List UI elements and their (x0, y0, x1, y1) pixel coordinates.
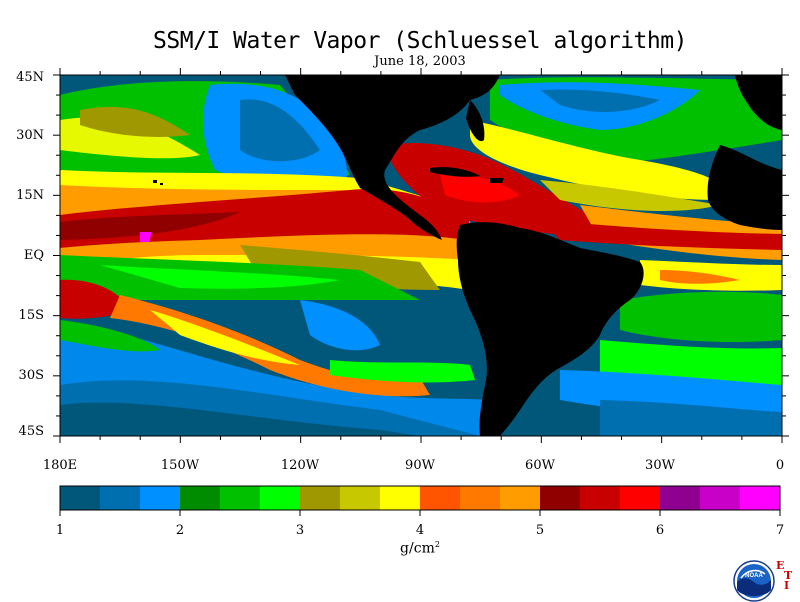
colorbar (60, 486, 781, 510)
colorbar-swatch (700, 486, 741, 510)
colorbar-swatch (380, 486, 421, 510)
map-plot-area (60, 75, 782, 436)
colorbar-swatch (300, 486, 341, 510)
colorbar-ticks (59, 510, 781, 516)
colorbar-swatch (260, 486, 301, 510)
colorbar-label-4: 4 (415, 523, 425, 538)
axis-ticks (53, 68, 789, 443)
eti-logo: E T I (776, 559, 793, 592)
colorbar-swatch (220, 486, 261, 510)
x-label-150w: 150W (160, 458, 200, 473)
x-label-30w: 30W (645, 458, 675, 473)
eti-letter-t: T (784, 569, 793, 582)
colorbar-swatch (60, 486, 101, 510)
colorbar-label-6: 6 (655, 523, 665, 538)
colorbar-label-7: 7 (775, 523, 785, 538)
colorbar-swatch (420, 486, 461, 510)
noaa-logo-icon[interactable]: NOAA (733, 560, 775, 602)
colorbar-swatch (500, 486, 541, 510)
colorbar-swatch (620, 486, 661, 510)
colorbar-swatch (580, 486, 621, 510)
colorbar-label-5: 5 (535, 523, 545, 538)
colorbar-label-2: 2 (175, 523, 185, 538)
colorbar-swatch (660, 486, 701, 510)
x-label-60w: 60W (525, 458, 555, 473)
land-south-america (456, 222, 644, 436)
x-label-180e: 180E (42, 458, 78, 473)
land-florida (466, 100, 485, 142)
vapor-band-red-spcz (60, 279, 130, 319)
colorbar-units: g/cm2 (400, 540, 440, 557)
map-date: June 18, 2003 (374, 54, 466, 69)
land-cuba (430, 167, 480, 177)
y-label-45s: 45S (18, 424, 44, 439)
colorbar-swatch (100, 486, 141, 510)
colorbar-label-1: 1 (55, 523, 65, 538)
colorbar-swatch (340, 486, 381, 510)
land-hawaii (153, 180, 163, 185)
vapor-band-red-atlantic-itcz (540, 220, 782, 250)
x-label-90w: 90W (405, 458, 435, 473)
y-label-30n: 30N (16, 128, 44, 143)
colorbar-swatch (740, 486, 781, 510)
y-label-30s: 30S (18, 368, 44, 383)
y-label-15n: 15N (16, 188, 44, 203)
vapor-band-red-itcz (60, 189, 470, 248)
eti-letter-e: E (776, 559, 785, 572)
colorbar-swatch (140, 486, 181, 510)
map-title: SSM/I Water Vapor (Schluessel algorithm) (153, 28, 687, 54)
land-europe (735, 75, 782, 130)
colorbar-swatch (460, 486, 501, 510)
colorbar-swatch (180, 486, 221, 510)
land-north-america (285, 75, 500, 240)
colorbar-swatch (540, 486, 581, 510)
eti-letter-i: I (784, 579, 790, 592)
y-label-15s: 15S (18, 308, 44, 323)
x-label-120w: 120W (280, 458, 320, 473)
land-africa (707, 145, 782, 230)
x-label-0: 0 (775, 458, 785, 473)
colorbar-label-3: 3 (295, 523, 305, 538)
y-label-45n: 45N (16, 70, 44, 85)
y-label-eq: EQ (23, 248, 44, 263)
noaa-logo-text: NOAA (745, 573, 763, 579)
